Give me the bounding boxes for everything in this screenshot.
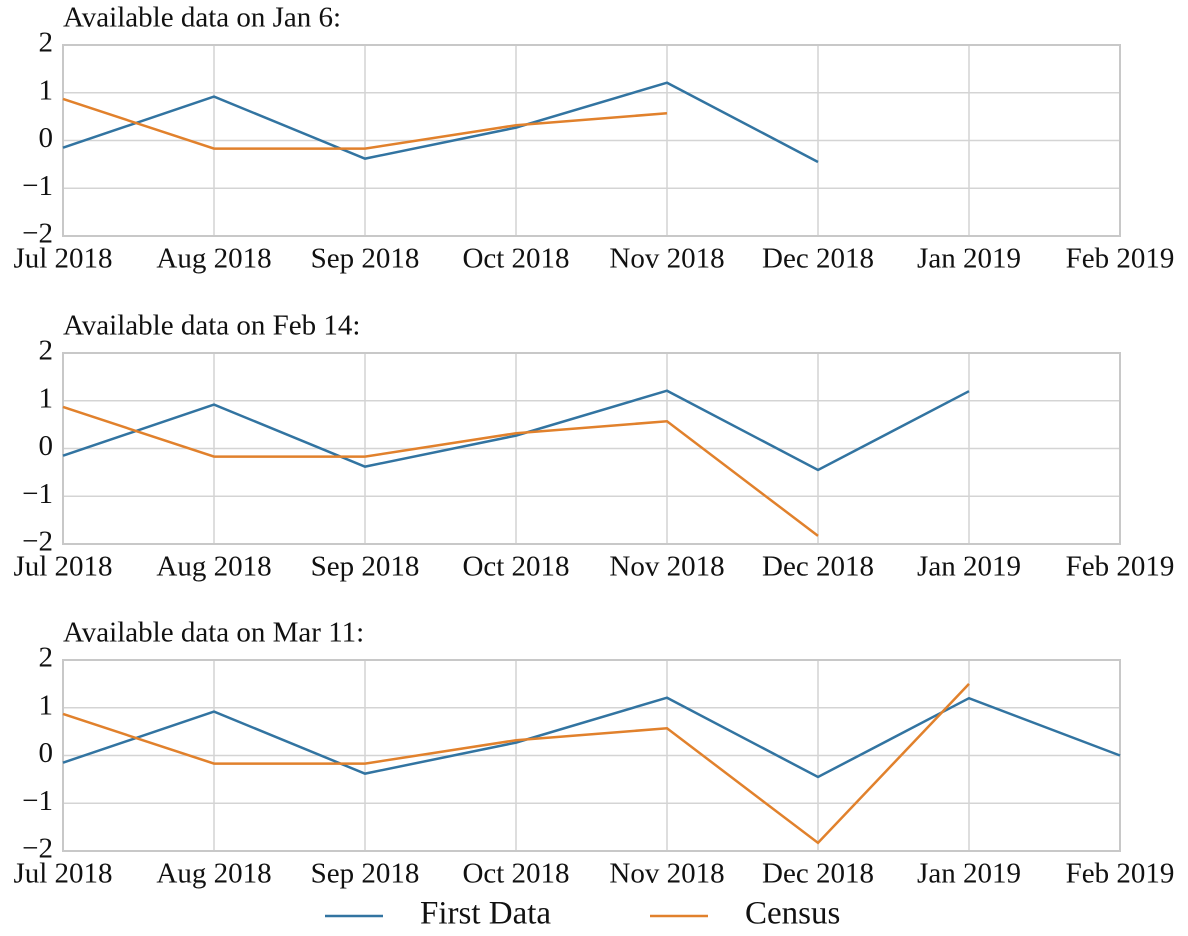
x-tick-label: Sep 2018 xyxy=(311,243,420,275)
x-tick-label: Dec 2018 xyxy=(762,243,874,275)
x-tick-label: Aug 2018 xyxy=(156,243,271,275)
x-tick-label: Sep 2018 xyxy=(311,551,420,583)
data-line xyxy=(62,97,668,150)
data-line xyxy=(62,405,819,537)
x-tick-label: Jul 2018 xyxy=(13,243,112,275)
x-tick-label: Jul 2018 xyxy=(13,858,112,890)
x-tick-label: Oct 2018 xyxy=(462,858,569,890)
x-tick-label: Dec 2018 xyxy=(762,858,874,890)
y-tick-label: −2 xyxy=(22,526,53,558)
legend-label: First Data xyxy=(420,896,551,932)
legend-label: Census xyxy=(745,896,840,932)
x-tick-label: Aug 2018 xyxy=(156,551,271,583)
x-tick-label: Jan 2019 xyxy=(917,243,1021,275)
data-line xyxy=(62,389,970,472)
x-tick-label: Sep 2018 xyxy=(311,858,420,890)
chart-title: Available data on Jan 6: xyxy=(63,2,341,34)
x-tick-label: Nov 2018 xyxy=(609,858,724,890)
y-tick-label: −1 xyxy=(22,478,53,510)
y-tick-label: 2 xyxy=(39,335,54,367)
x-tick-label: Aug 2018 xyxy=(156,858,271,890)
data-line xyxy=(62,81,819,164)
y-tick-label: 1 xyxy=(39,689,54,721)
x-tick-label: Oct 2018 xyxy=(462,551,569,583)
chart-title: Available data on Feb 14: xyxy=(63,310,360,342)
x-tick-label: Feb 2019 xyxy=(1066,551,1175,583)
y-tick-label: 0 xyxy=(39,430,54,462)
x-tick-label: Feb 2019 xyxy=(1066,243,1175,275)
x-tick-label: Feb 2019 xyxy=(1066,858,1175,890)
y-tick-label: 2 xyxy=(39,642,54,674)
y-tick-label: 0 xyxy=(39,737,54,769)
y-tick-label: 2 xyxy=(39,27,54,59)
x-tick-label: Nov 2018 xyxy=(609,551,724,583)
y-tick-label: −2 xyxy=(22,833,53,865)
plot-frame xyxy=(62,352,1121,545)
y-tick-label: −1 xyxy=(22,785,53,817)
x-tick-label: Jan 2019 xyxy=(917,858,1021,890)
y-tick-label: 1 xyxy=(39,382,54,414)
x-tick-label: Nov 2018 xyxy=(609,243,724,275)
x-tick-label: Oct 2018 xyxy=(462,243,569,275)
chart-title: Available data on Mar 11: xyxy=(63,617,364,649)
plot-frame xyxy=(62,44,1121,237)
x-tick-label: Dec 2018 xyxy=(762,551,874,583)
y-tick-label: −2 xyxy=(22,218,53,250)
y-tick-label: 1 xyxy=(39,74,54,106)
y-tick-label: −1 xyxy=(22,170,53,202)
data-line xyxy=(62,683,970,845)
data-line xyxy=(62,696,1121,779)
y-tick-label: 0 xyxy=(39,122,54,154)
x-tick-label: Jul 2018 xyxy=(13,551,112,583)
x-tick-label: Jan 2019 xyxy=(917,551,1021,583)
